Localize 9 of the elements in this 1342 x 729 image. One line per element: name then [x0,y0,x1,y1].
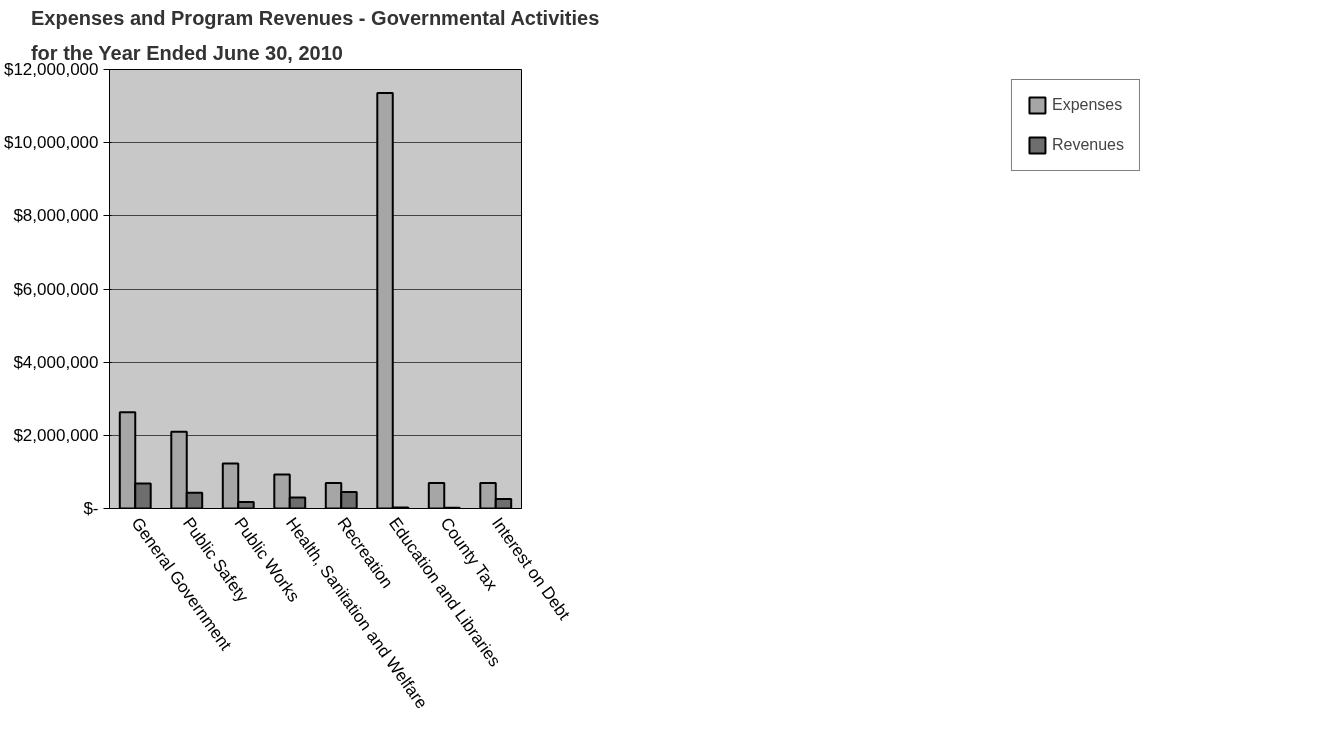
y-tick-label: $2,000,000 [13,425,99,445]
y-tick-label: $12,000,000 [3,60,99,79]
y-tick-label: $4,000,000 [13,352,99,372]
y-tick-label: $8,000,000 [13,206,99,226]
legend-label: Revenues [1051,136,1124,154]
y-tick-label: $- [83,499,99,518]
y-tick-label: $6,000,000 [13,279,99,299]
legend-label: Expenses [1051,96,1123,114]
y-tick-label: $10,000,000 [3,133,99,153]
